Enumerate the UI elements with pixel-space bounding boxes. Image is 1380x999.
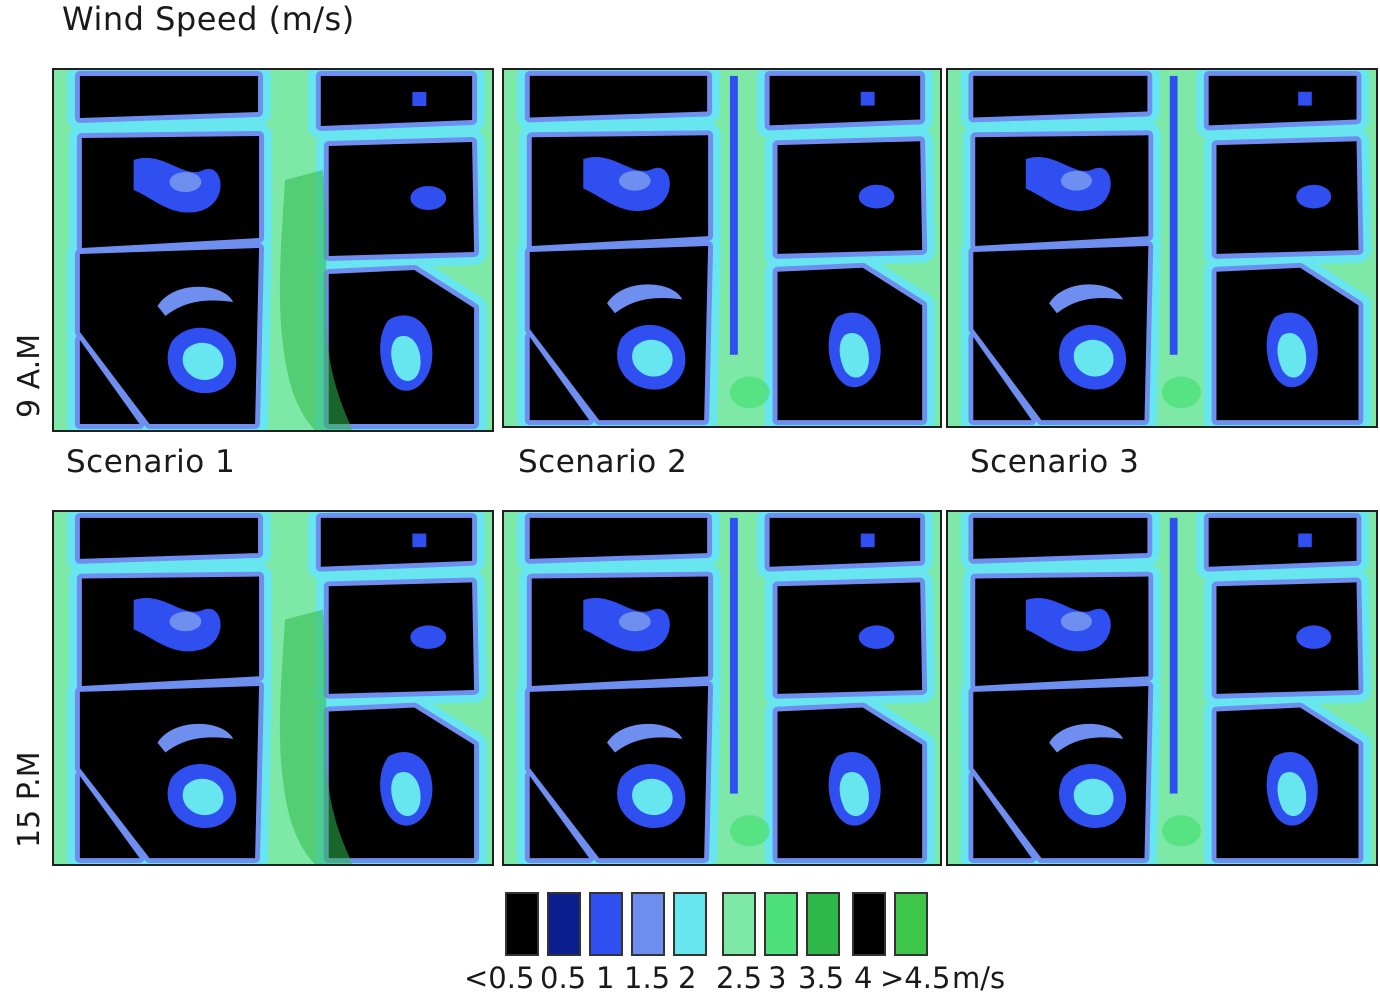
scenario-1-label: Scenario 1 <box>66 444 236 480</box>
block-corner <box>529 776 590 859</box>
legend-swatch <box>589 892 623 956</box>
row-label-morning: 9 A.M <box>12 333 47 418</box>
block-corner <box>529 337 590 421</box>
square-green <box>729 376 770 409</box>
legend-label: 2.5 <box>716 961 763 995</box>
legend-swatch <box>894 892 928 956</box>
block-corner <box>79 776 140 859</box>
block-nw <box>79 517 259 559</box>
median-barrier <box>1169 75 1178 355</box>
central-park-strip <box>279 609 353 864</box>
block-nw <box>529 517 708 559</box>
map-panel-9am-scenario-3 <box>946 68 1378 428</box>
legend-label: 1 <box>596 961 615 995</box>
arc-pocket <box>157 286 234 316</box>
block-nw <box>973 517 1148 559</box>
legend-label: 1.5 <box>624 961 671 995</box>
block-ne <box>1208 75 1357 126</box>
central-park-strip <box>279 170 353 430</box>
arc-pocket <box>607 284 683 314</box>
legend-label: 4 <box>854 961 873 995</box>
square-green <box>1162 376 1201 409</box>
legend-label: 2 <box>678 961 697 995</box>
legend-swatch <box>673 892 707 956</box>
legend-swatch <box>722 892 756 956</box>
arc-pocket <box>157 723 234 753</box>
map-panel-15pm-scenario-3 <box>946 510 1378 866</box>
legend-label: 0.5 <box>540 961 587 995</box>
block-ne <box>769 75 921 126</box>
block-e-mid <box>328 582 475 694</box>
block-nw <box>79 76 259 118</box>
square-green <box>1162 815 1201 847</box>
block-e-mid <box>1216 141 1359 254</box>
figure-title: Wind Speed (m/s) <box>62 0 355 38</box>
wind-field-map <box>948 70 1376 426</box>
block-nw <box>973 75 1148 118</box>
block-nw <box>529 75 708 118</box>
square-green <box>729 815 770 847</box>
legend-label: 3 <box>768 961 787 995</box>
legend-label: >4.5 <box>880 961 951 995</box>
map-panel-15pm-scenario-1 <box>52 510 494 866</box>
map-panel-9am-scenario-2 <box>502 68 942 428</box>
arc-pocket <box>607 723 683 753</box>
block-ne <box>1208 517 1357 567</box>
row-label-afternoon: 15 P.M <box>12 751 47 848</box>
block-e-mid <box>777 141 923 254</box>
block-e-mid <box>328 142 475 256</box>
legend-unit: m/s <box>952 961 1006 995</box>
map-panel-15pm-scenario-2 <box>502 510 942 866</box>
median-barrier <box>729 517 738 794</box>
wind-field-map <box>54 70 492 430</box>
legend-swatch <box>852 892 886 956</box>
wind-field-map <box>504 512 940 864</box>
block-ne <box>320 76 473 126</box>
legend-label: 3.5 <box>798 961 845 995</box>
legend-swatch <box>764 892 798 956</box>
wind-field-map <box>504 70 940 426</box>
wind-field-map <box>54 512 492 864</box>
arc-pocket <box>1049 284 1124 314</box>
median-barrier <box>729 75 738 355</box>
map-panel-9am-scenario-1 <box>52 68 494 432</box>
wind-field-map <box>948 512 1376 864</box>
block-e-mid <box>1216 582 1359 694</box>
block-ne <box>769 517 921 567</box>
block-ne <box>320 517 473 567</box>
legend-swatch <box>631 892 665 956</box>
arc-pocket <box>1049 723 1124 753</box>
median-barrier <box>1169 517 1178 794</box>
block-e-mid <box>777 582 923 694</box>
block-corner <box>79 340 140 424</box>
legend-swatch <box>547 892 581 956</box>
legend-swatch <box>505 892 539 956</box>
scenario-3-label: Scenario 3 <box>970 444 1140 480</box>
legend-label: <0.5 <box>464 961 535 995</box>
scenario-2-label: Scenario 2 <box>518 444 688 480</box>
legend-swatch <box>806 892 840 956</box>
